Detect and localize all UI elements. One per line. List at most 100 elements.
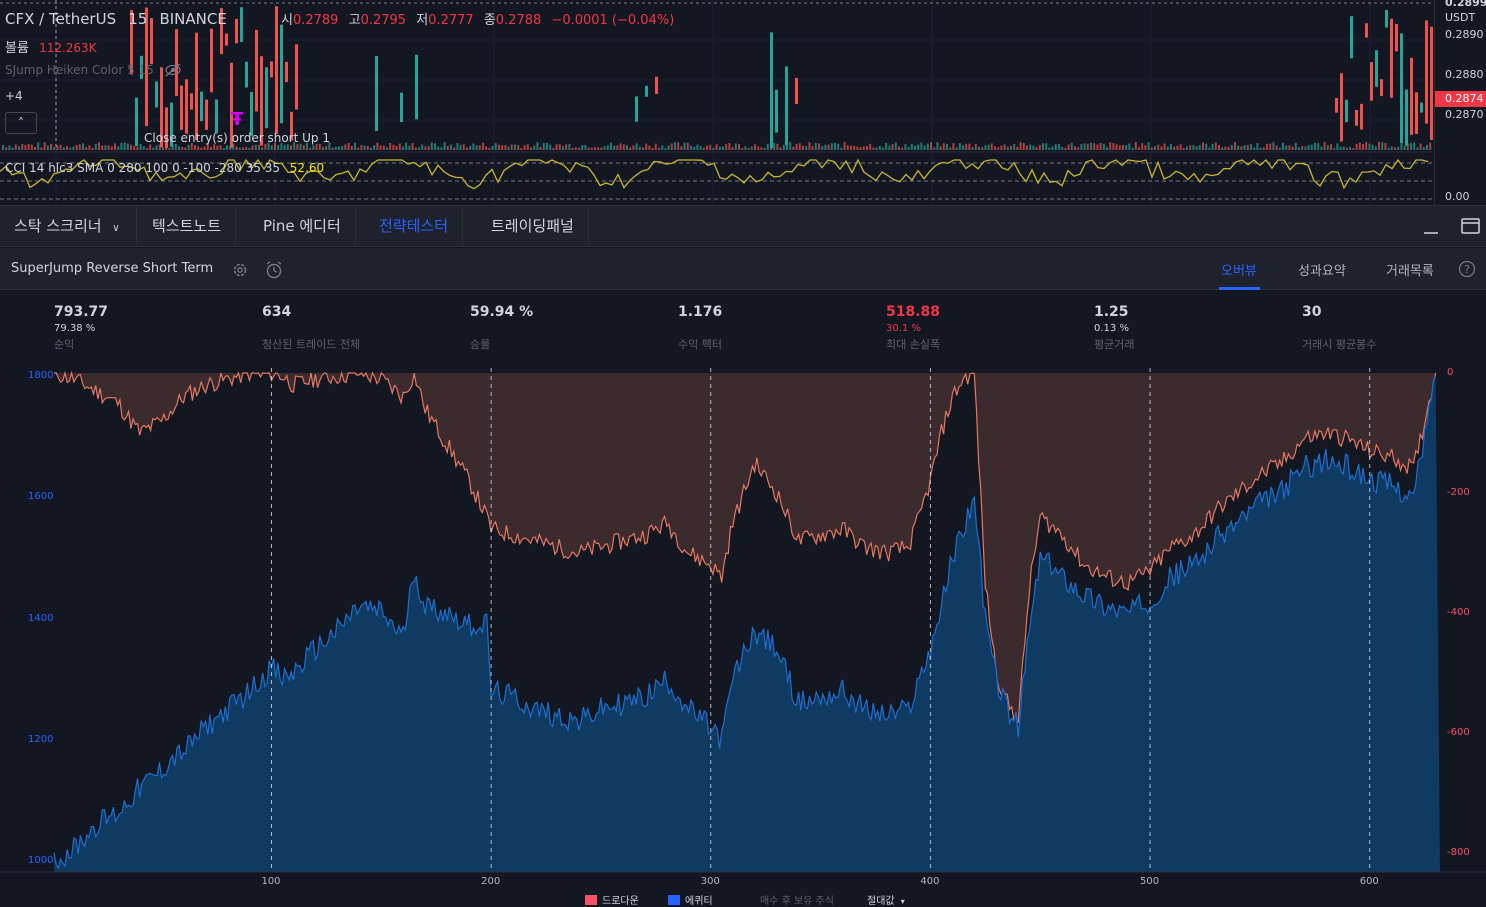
maximize-icon[interactable]: [1460, 216, 1482, 236]
collapse-legend-button[interactable]: ˄: [5, 112, 37, 134]
metric-item: 59.94 % 승률: [470, 304, 533, 352]
metric-subvalue: [470, 323, 533, 335]
tab-text-notes[interactable]: 텍스트노트: [138, 206, 237, 247]
alarm-icon[interactable]: [264, 260, 284, 280]
svg-text:Ŧ: Ŧ: [231, 109, 244, 130]
x-axis-tick: 300: [700, 876, 720, 887]
price-axis-label: 0.2880: [1445, 68, 1484, 81]
metric-value: 59.94 %: [470, 304, 534, 320]
metric-subvalue: 79.38 %: [54, 323, 96, 334]
x-axis-tick: 500: [1140, 876, 1160, 887]
close-label: 종: [483, 13, 496, 28]
volume-legend[interactable]: 볼륨 112.263K: [5, 37, 97, 56]
cci-legend[interactable]: CCI 14 hlc3 SMA 0 280 100 0 -100 -280 35…: [5, 161, 324, 175]
metric-label: 승률: [470, 338, 491, 351]
symbol-name[interactable]: CFX / TetherUS: [5, 10, 117, 28]
left-axis-tick: 1400: [28, 612, 54, 624]
equity-line: [53, 375, 1437, 870]
metric-subvalue: 30.1 %: [886, 323, 921, 334]
x-axis-tick: 600: [1359, 876, 1379, 887]
minimize-icon[interactable]: [1422, 220, 1440, 236]
high-label: 고: [348, 13, 361, 28]
metrics-row: 793.77 79.38 % 순익 634 청산된 트레이드 전체 59.94 % 승률 1.…: [0, 290, 1486, 360]
price-axis-currency: USDT: [1445, 11, 1476, 24]
tab-stock-screener[interactable]: 스탁 스크리너 ∨: [0, 206, 137, 247]
x-axis-tick: 200: [481, 876, 501, 887]
drawdown-line: [54, 370, 1437, 726]
metric-item: 1.176 수익 팩터: [678, 304, 722, 352]
equity-chart[interactable]: [0, 360, 1486, 880]
legend-drawdown[interactable]: 드로다운: [585, 892, 639, 907]
strategy-name: SuperJump Reverse Short Term: [11, 261, 214, 276]
help-icon[interactable]: ?: [1458, 260, 1476, 278]
equity-swatch: [668, 895, 680, 905]
metric-item: 1.25 0.13 % 평균거래: [1094, 304, 1134, 352]
metric-value: 793.77: [54, 304, 109, 320]
price-axis-label: 0.2890: [1445, 28, 1484, 41]
legend-equity[interactable]: 에퀴티: [668, 892, 713, 907]
legend-buy-hold[interactable]: 매수 후 보유 주식: [760, 896, 834, 907]
metric-item: 518.88 30.1 % 최대 손실폭: [886, 304, 940, 352]
metric-subvalue: [1302, 323, 1376, 335]
tab-trades-list[interactable]: 거래목록: [1386, 264, 1434, 279]
strategy-header: SuperJump Reverse Short Term 오버뷰 성과요약 거래…: [0, 248, 1486, 290]
bottom-panel-tabs: 스탁 스크리너 ∨ 텍스트노트 Pine 에디터 전략테스터 트레이딩패널: [0, 205, 1486, 247]
open-value: 0.2789: [292, 13, 339, 28]
tab-pine-editor[interactable]: Pine 에디터: [249, 206, 356, 247]
x-axis-tick: 100: [261, 876, 281, 887]
cci-value: 52.60: [289, 161, 325, 175]
tab-performance-summary[interactable]: 성과요약: [1298, 264, 1346, 279]
volume-label: 볼륨: [5, 41, 29, 56]
price-chart[interactable]: Ŧ CFX / TetherUS 15 BINANCE 시0.2789 고0.2…: [0, 0, 1486, 205]
metric-value: 30: [1302, 304, 1322, 320]
exchange: BINANCE: [159, 10, 227, 28]
high-value: 0.2795: [360, 13, 407, 28]
metric-label: 청산된 트레이드 전체: [262, 338, 361, 351]
price-chart-canvas[interactable]: Ŧ: [0, 0, 1434, 205]
metric-value: 518.88: [886, 304, 941, 320]
indicator-legend[interactable]: SJump Heiken Color 5 15: [5, 63, 182, 77]
price-axis-label: 0.2870: [1445, 108, 1484, 121]
metric-value: 634: [262, 304, 292, 320]
hidden-eye-icon[interactable]: [164, 63, 182, 77]
left-axis-tick: 1800: [28, 370, 54, 381]
right-axis-tick: -200: [1447, 487, 1470, 498]
metric-subvalue: [678, 323, 722, 335]
active-tab-indicator: [1219, 287, 1260, 290]
metric-label: 최대 손실폭: [886, 338, 941, 351]
scale-mode-select[interactable]: 절대값 ▾: [867, 892, 905, 907]
close-value: 0.2788: [495, 13, 542, 28]
low-label: 저: [416, 13, 429, 28]
x-axis-tick: 400: [920, 876, 940, 887]
low-value: 0.2777: [428, 13, 474, 28]
trade-annotation: Close entry(s) order short Up 1: [144, 131, 330, 145]
metric-value: 1.176: [678, 304, 723, 320]
tab-label: 스탁 스크리너: [14, 217, 102, 235]
right-axis-tick: -400: [1447, 607, 1470, 618]
tab-overview[interactable]: 오버뷰: [1221, 264, 1257, 279]
current-price-label: 0.2874: [1435, 91, 1486, 107]
metric-item: 793.77 79.38 % 순익: [54, 304, 108, 352]
metric-value: 1.25: [1094, 304, 1129, 320]
tab-trading-panel[interactable]: 트레이딩패널: [477, 206, 589, 247]
chevron-down-icon: ∨: [112, 223, 120, 234]
chevron-up-icon: ˄: [18, 116, 24, 130]
drawdown-swatch: [585, 895, 597, 905]
volume-value: 112.263K: [39, 41, 97, 55]
right-axis-tick: -800: [1447, 847, 1470, 858]
tab-strategy-tester[interactable]: 전략테스터: [365, 206, 464, 247]
interval[interactable]: 15: [128, 10, 148, 28]
more-indicators[interactable]: +4: [5, 89, 23, 103]
metric-label: 거래시 평균봉수: [1302, 338, 1377, 351]
metric-item: 634 청산된 트레이드 전체: [262, 304, 360, 352]
cci-label: CCI 14 hlc3 SMA 0 280 100 0 -100 -280 35…: [5, 161, 280, 175]
gear-icon[interactable]: [231, 261, 249, 279]
right-axis-tick: -600: [1447, 727, 1470, 738]
metric-subvalue: 0.13 %: [1094, 323, 1129, 334]
metric-label: 순익: [54, 338, 75, 351]
price-axis[interactable]: 0.2899 USDT 0.2890 0.2880 0.2874 0.2870 …: [1434, 0, 1486, 205]
right-axis-tick: 0: [1447, 367, 1454, 378]
symbol-legend: CFX / TetherUS 15 BINANCE 시0.2789 고0.279…: [5, 9, 674, 28]
left-axis-tick: 1200: [28, 733, 54, 745]
open-label: 시: [280, 13, 293, 28]
